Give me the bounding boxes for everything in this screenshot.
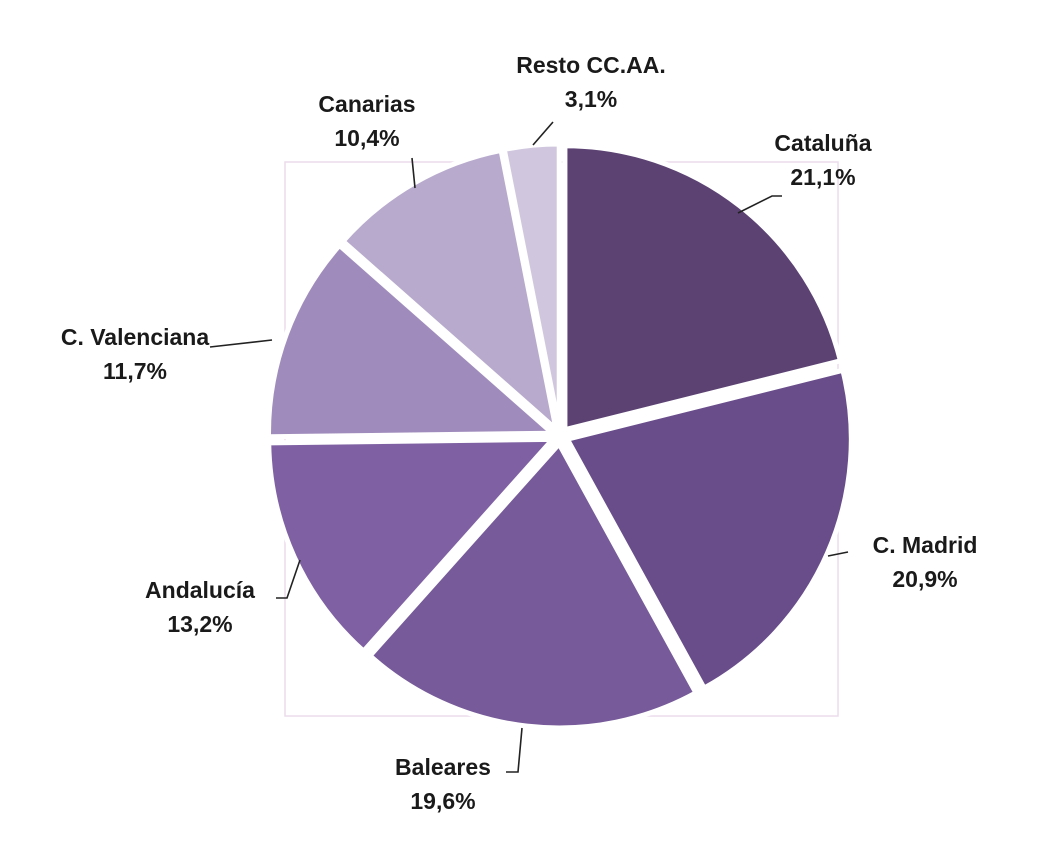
pie-slice-c-valenciana	[266, 241, 560, 440]
label-madrid: C. Madrid 20,9%	[872, 532, 978, 592]
label-baleares: Baleares 19,6%	[395, 754, 491, 814]
leader-line-madrid	[827, 551, 849, 557]
leader-line-valenciana	[209, 339, 273, 348]
label-resto: Resto CC.AA. 3,1%	[516, 52, 666, 112]
pie-slice-baleares	[366, 439, 700, 731]
label-canarias: Canarias 10,4%	[318, 91, 416, 151]
pie-slice-resto-cc-aa	[501, 141, 562, 429]
label-cataluna: Cataluña 21,1%	[774, 130, 872, 190]
label-andalucia: Andalucía 13,2%	[145, 577, 255, 637]
pie-slice-andaluc-a	[266, 436, 559, 655]
leader-line-baleares	[506, 727, 523, 773]
leader-line-cataluna	[737, 195, 782, 214]
label-valenciana: C. Valenciana 11,7%	[60, 324, 210, 384]
leader-line-canarias	[411, 157, 416, 189]
leader-line-andalucia	[276, 559, 301, 599]
leader-line-resto	[532, 121, 554, 146]
pie-slice-catalu-a	[562, 143, 844, 433]
pie-slice-c-madrid	[563, 367, 854, 692]
